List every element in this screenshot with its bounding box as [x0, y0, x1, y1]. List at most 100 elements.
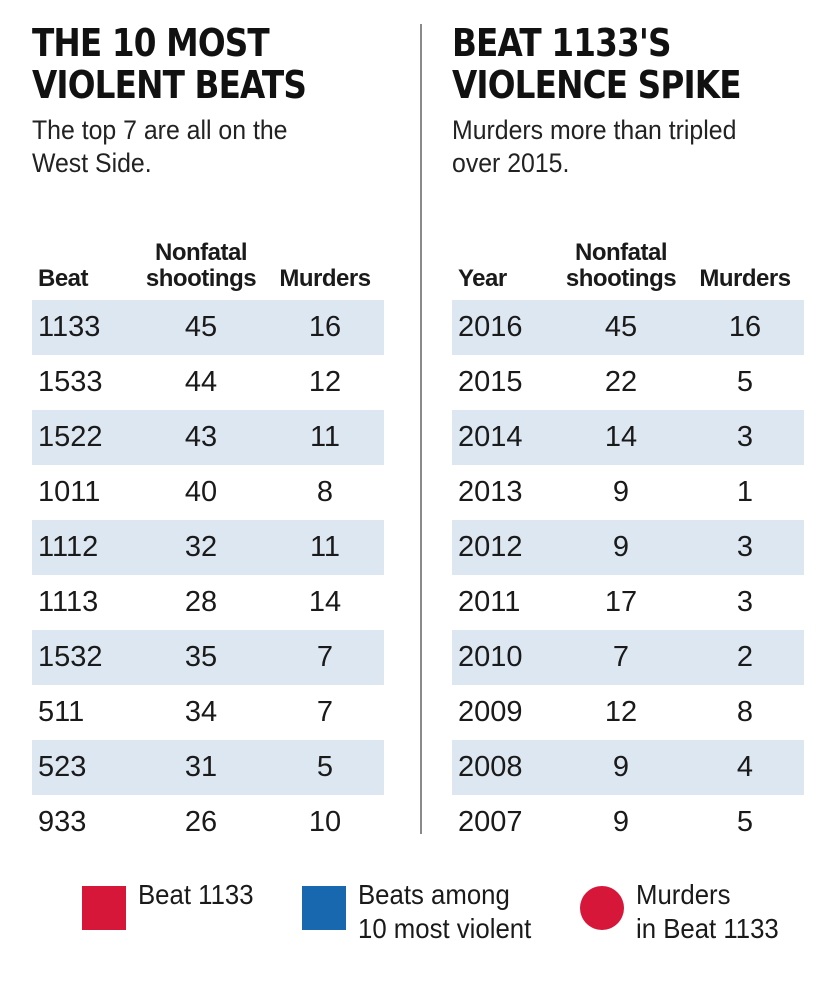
column-header: Beat	[38, 265, 89, 292]
table-cell: 9	[612, 476, 630, 508]
table-cell: 12	[308, 366, 342, 398]
table-cell: 1522	[32, 410, 136, 465]
table-cell: 2014	[452, 410, 556, 465]
table-cell: 1133	[32, 300, 136, 355]
table-cell: 5	[266, 740, 384, 795]
panel-subtitle: The top 7 are all on the West Side.	[32, 115, 288, 178]
table-cell: 4	[686, 740, 804, 795]
legend-item-murders-beat-1133: Murders in Beat 1133	[580, 878, 791, 946]
table-cell: 2007	[458, 806, 523, 838]
legend-item-top-10-beats: Beats among 10 most violent	[302, 878, 546, 946]
table-cell: 1112	[32, 520, 136, 575]
legend-swatch-square	[82, 886, 126, 930]
table-row: 1533 44 12	[32, 355, 384, 410]
table-cell: 7	[266, 630, 384, 685]
table-row: 2008 9 4	[452, 740, 804, 795]
table-cell: 5	[736, 366, 754, 398]
panel-subtitle: Murders more than tripled over 2015.	[452, 115, 737, 178]
table-row: 1532 35 7	[32, 630, 384, 685]
legend-label: Murders in Beat 1133	[636, 879, 779, 944]
table-cell: 2016	[452, 300, 556, 355]
table-row: 1133 45 16	[32, 300, 384, 355]
table-cell: 7	[316, 696, 334, 728]
column-header: Year	[458, 265, 507, 292]
table-row: 2015 22 5	[452, 355, 804, 410]
table-row: 1113 28 14	[32, 575, 384, 630]
table-row: 2013 9 1	[452, 465, 804, 520]
table-cell: 14	[556, 410, 686, 465]
table-row: 1112 32 11	[32, 520, 384, 575]
table-cell: 9	[612, 806, 630, 838]
table-cell: 511	[38, 696, 85, 728]
table-cell: 1533	[38, 366, 103, 398]
table-cell: 35	[136, 630, 266, 685]
table-header-row: Beat Nonfatal shootings Murders	[32, 218, 384, 300]
table-cell: 14	[308, 586, 342, 618]
table-cell: 9	[556, 520, 686, 575]
table-cell: 28	[184, 586, 218, 618]
table-row: 933 26 10	[32, 795, 384, 850]
table-cell: 16	[686, 300, 804, 355]
panel-title: THE 10 MOST VIOLENT BEATS	[32, 21, 307, 107]
table-cell: 22	[604, 366, 638, 398]
column-header: Nonfatal shootings	[145, 239, 257, 292]
table-cell: 2010	[452, 630, 556, 685]
table-cell: 3	[736, 586, 754, 618]
table-row: 2010 7 2	[452, 630, 804, 685]
table-row: 2016 45 16	[452, 300, 804, 355]
legend-label: Beat 1133	[138, 879, 254, 910]
table-cell: 2015	[458, 366, 523, 398]
legend-label: Beats among 10 most violent	[358, 879, 532, 944]
table-cell: 11	[266, 410, 384, 465]
table-cell: 1	[736, 476, 754, 508]
column-header: Nonfatal shootings	[565, 239, 677, 292]
table-cell: 9	[556, 740, 686, 795]
table-cell: 933	[38, 806, 87, 838]
table-cell: 45	[556, 300, 686, 355]
panel-title: BEAT 1133'S VIOLENCE SPIKE	[452, 21, 742, 107]
panel-divider	[420, 24, 422, 834]
violent-beats-table: Beat Nonfatal shootings Murders 1133 45 16…	[32, 218, 384, 850]
table-row: 523 31 5	[32, 740, 384, 795]
data-table: Beat Nonfatal shootings Murders 1133 45 16…	[32, 218, 384, 850]
table-cell: 31	[136, 740, 266, 795]
table-cell: 2011	[458, 586, 521, 618]
column-header: Murders	[279, 265, 371, 292]
column-header: Murders	[699, 265, 791, 292]
table-row: 2011 17 3	[452, 575, 804, 630]
table-cell: 26	[184, 806, 218, 838]
legend-swatch-circle	[580, 886, 624, 930]
table-cell: 40	[184, 476, 218, 508]
table-cell: 10	[308, 806, 342, 838]
beat-1133-table: Year Nonfatal shootings Murders 2016 45 16…	[452, 218, 804, 850]
table-cell: 32	[136, 520, 266, 575]
table-cell: 1532	[32, 630, 136, 685]
table-cell: 8	[736, 696, 754, 728]
table-cell: 1113	[38, 586, 99, 618]
table-cell: 44	[184, 366, 218, 398]
legend-item-beat-1133: Beat 1133	[82, 878, 264, 930]
table-cell: 2008	[452, 740, 556, 795]
table-cell: 17	[604, 586, 638, 618]
table-cell: 43	[136, 410, 266, 465]
table-cell: 5	[736, 806, 754, 838]
table-row: 2007 9 5	[452, 795, 804, 850]
table-cell: 7	[556, 630, 686, 685]
table-row: 2012 9 3	[452, 520, 804, 575]
table-cell: 2012	[452, 520, 556, 575]
table-row: 2009 12 8	[452, 685, 804, 740]
table-cell: 2009	[458, 696, 523, 728]
table-cell: 8	[316, 476, 334, 508]
table-cell: 34	[184, 696, 218, 728]
table-cell: 2	[686, 630, 804, 685]
violent-beats-panel: THE 10 MOST VIOLENT BEATS The top 7 are …	[32, 22, 384, 838]
table-cell: 45	[136, 300, 266, 355]
table-row: 1522 43 11	[32, 410, 384, 465]
table-cell: 3	[686, 410, 804, 465]
table-cell: 523	[32, 740, 136, 795]
table-cell: 11	[266, 520, 384, 575]
table-header-row: Year Nonfatal shootings Murders	[452, 218, 804, 300]
table-row: 511 34 7	[32, 685, 384, 740]
table-cell: 16	[266, 300, 384, 355]
table-cell: 3	[686, 520, 804, 575]
